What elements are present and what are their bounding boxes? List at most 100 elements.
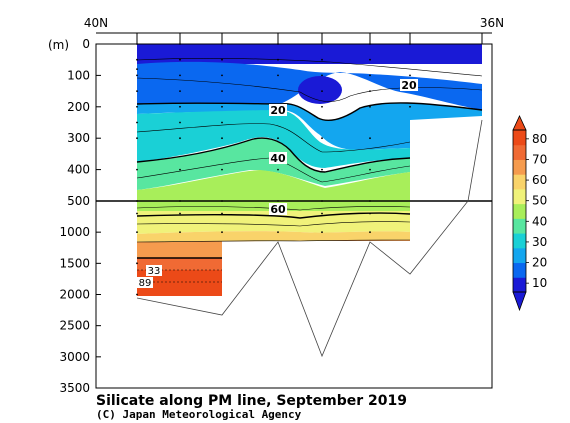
sample-dot (179, 231, 181, 234)
y-axis-labels: 0 100 200 300 400 500 1000 1500 2000 2500 3000 3500 (59, 37, 90, 395)
band-20-30 (137, 102, 482, 150)
sample-dot (321, 231, 323, 234)
sample-dot (369, 74, 371, 77)
colorbar-label-30: 30 (532, 235, 547, 249)
sample-dot (369, 105, 371, 108)
sample-dot (321, 137, 323, 140)
sample-dot (221, 105, 223, 108)
sample-dot (221, 90, 223, 92)
sample-dot (179, 212, 181, 215)
sample-dot (221, 43, 223, 45)
band-40-50 (137, 138, 410, 190)
sample-dot (136, 200, 138, 202)
colorbar-segment (513, 159, 526, 175)
colorbar-label-10: 10 (532, 276, 547, 290)
sample-dot (277, 43, 279, 45)
y-tick-label-3000: 3000 (59, 350, 90, 364)
sample-dot (136, 293, 138, 296)
sample-dot (136, 90, 138, 92)
colorbar-frame (512, 129, 527, 293)
sample-dot (369, 90, 371, 92)
bottom-profile (136, 119, 483, 358)
sample-dot (409, 105, 411, 108)
colorbar-label-70: 70 (532, 152, 547, 166)
band-50-60 (137, 170, 410, 201)
colorbar-segment (513, 174, 526, 190)
sample-dot (179, 137, 181, 140)
y-tick-label-500: 500 (67, 194, 90, 208)
colorbar-segment (513, 188, 526, 205)
colorbar: 10 20 30 40 50 60 70 80 (512, 115, 547, 312)
y-tick-label-0: 0 (82, 37, 90, 51)
colorbar-arrow-bottom (512, 291, 527, 312)
colorbar-segment (513, 262, 526, 278)
y-tick-label-100: 100 (67, 68, 90, 82)
sample-dot (221, 212, 223, 215)
sample-dot (221, 121, 223, 124)
sample-dot (369, 168, 371, 171)
y-tick-label-2000: 2000 (59, 288, 90, 302)
colorbar-segment (513, 277, 526, 293)
sample-dot (277, 168, 279, 171)
contour-label-20-mid: 20 (270, 104, 286, 117)
band-60-70 (137, 211, 410, 234)
colorbar-label-20: 20 (532, 256, 547, 270)
colorbar-segment (513, 203, 526, 219)
sample-dot (221, 74, 223, 77)
y-tick-label-2500: 2500 (59, 319, 90, 333)
contour-lines (136, 57, 483, 283)
colorbar-segment (513, 130, 526, 146)
sample-dot (179, 168, 181, 171)
colorbar-label-80: 80 (532, 132, 547, 146)
x-end-label: 36N (480, 16, 504, 30)
sample-dot (321, 74, 323, 77)
sample-dot (221, 137, 223, 140)
band-30-40 (137, 110, 410, 168)
sample-dot (277, 137, 279, 140)
colorbar-segment (513, 247, 526, 264)
sample-dot (179, 43, 181, 45)
y-tick-label-200: 200 (67, 100, 90, 114)
sample-dot (369, 200, 371, 202)
sample-dot (136, 58, 138, 61)
contour-label-group: 20 20 40 60 33 89 (137, 79, 418, 289)
sample-dot (277, 58, 279, 61)
contour-label-60: 60 (270, 203, 286, 216)
sample-dots (136, 43, 411, 296)
sample-dot (179, 74, 181, 77)
colorbar-label-60: 60 (532, 173, 547, 187)
colorbar-arrow-top (512, 115, 527, 131)
sample-dot (136, 121, 138, 124)
sample-dot (221, 200, 223, 202)
sample-dot (277, 231, 279, 234)
sample-dot (136, 212, 138, 215)
sample-dot (136, 43, 138, 45)
y-unit-label: (m) (48, 38, 69, 52)
plot-frame (95, 32, 493, 389)
x-start-label: 40N (84, 16, 108, 30)
sample-dot (369, 43, 371, 45)
sample-dot (136, 231, 138, 234)
contour-label-40: 40 (270, 152, 286, 165)
sample-dot (369, 212, 371, 215)
colorbar-label-40: 40 (532, 214, 547, 228)
sample-dot (369, 231, 371, 234)
sample-dot (369, 58, 371, 61)
y-tick-label-1000: 1000 (59, 225, 90, 239)
sample-dot (369, 137, 371, 140)
sample-dot (136, 74, 138, 77)
band-70-75 (137, 231, 410, 242)
band-lt10 (137, 44, 482, 64)
sample-dot (136, 105, 138, 108)
contour-label-89: 89 (139, 278, 152, 289)
sample-dot (321, 43, 323, 45)
colorbar-segment (513, 144, 526, 160)
y-tick-label-400: 400 (67, 163, 90, 177)
sample-dot (321, 58, 323, 61)
sample-dot (321, 200, 323, 202)
sample-dot (409, 74, 411, 77)
sample-dot (179, 58, 181, 61)
credit-line: (C) Japan Meteorological Agency (96, 408, 302, 421)
sample-dot (136, 168, 138, 171)
